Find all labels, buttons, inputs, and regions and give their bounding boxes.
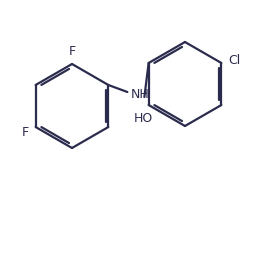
Text: F: F — [68, 45, 75, 58]
Text: Cl: Cl — [228, 53, 240, 66]
Text: NH: NH — [130, 87, 149, 100]
Text: F: F — [21, 125, 28, 138]
Text: HO: HO — [133, 112, 153, 124]
